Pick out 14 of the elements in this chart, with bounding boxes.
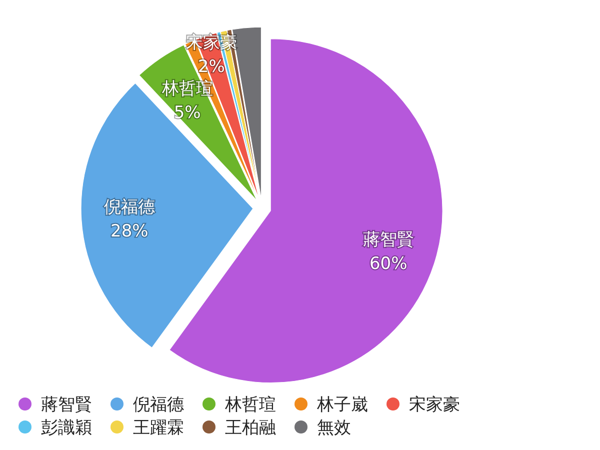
legend-label: 彭識穎	[41, 416, 92, 438]
legend-label: 王柏融	[225, 416, 276, 438]
legend-label: 無效	[317, 416, 351, 438]
slice-label: 倪福德	[104, 197, 155, 218]
legend-label: 宋家豪	[409, 394, 460, 416]
legend-label: 王躍霖	[133, 416, 184, 438]
legend-label: 林子崴	[317, 394, 368, 416]
legend-label: 林哲瑄	[225, 394, 276, 416]
legend-label: 蔣智賢	[41, 394, 92, 416]
legend-label: 倪福德	[133, 394, 184, 416]
data-label: 28%	[110, 221, 148, 242]
data-label: 5%	[174, 103, 201, 124]
slice-label: 蔣智賢	[362, 230, 414, 250]
data-label: 60%	[369, 254, 408, 274]
